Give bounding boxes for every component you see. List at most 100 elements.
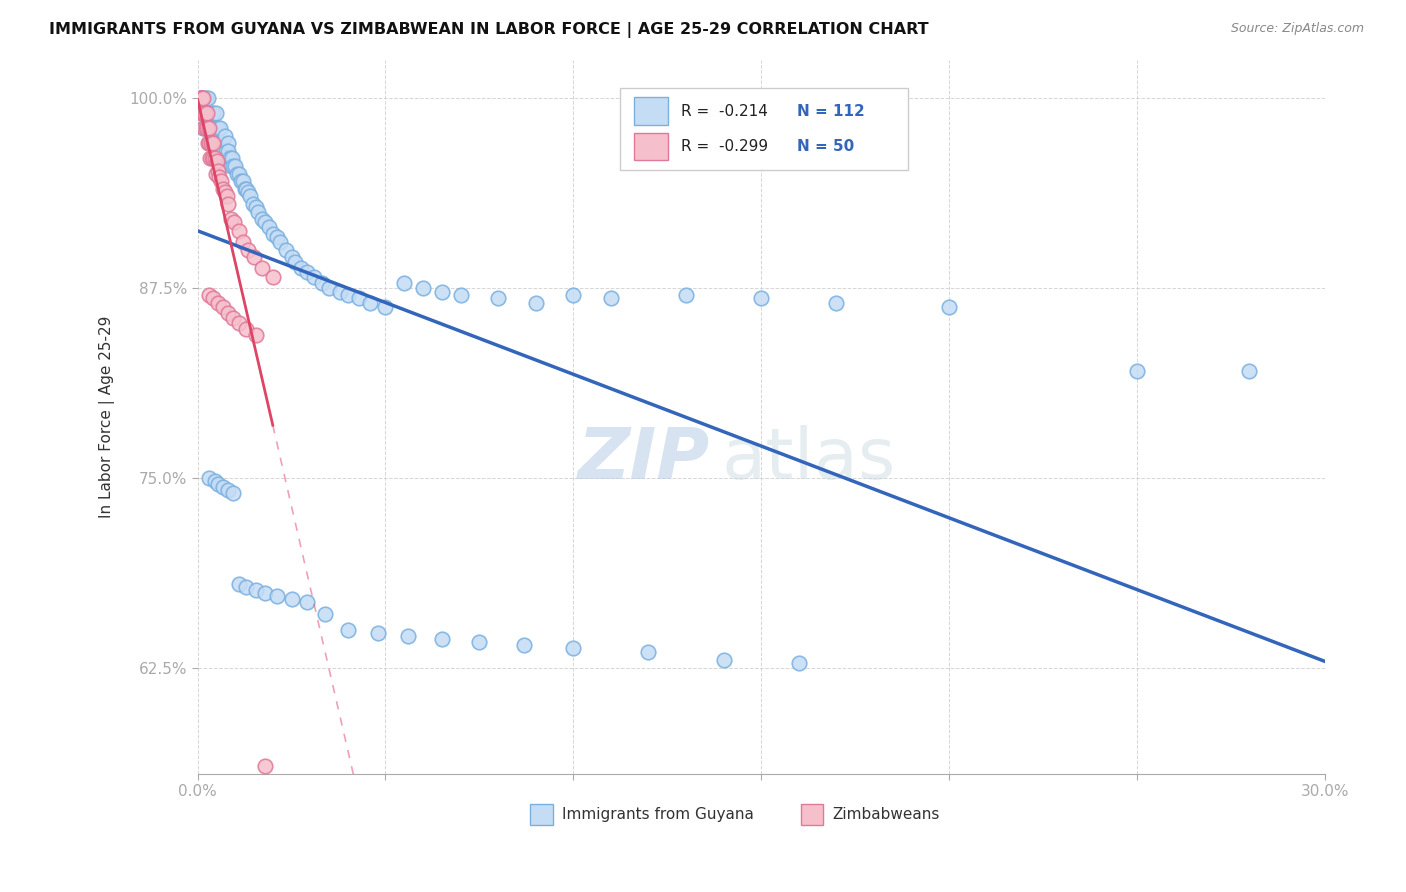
Point: [190, 90, 212, 104]
Point: [215, 189, 238, 203]
Point: [212, 480, 235, 494]
Point: [314, 607, 336, 622]
Point: [238, 185, 260, 199]
Point: [191, 105, 214, 120]
Y-axis label: In Labor Force | Age 25-29: In Labor Force | Age 25-29: [100, 316, 115, 518]
Point: [191, 90, 214, 104]
Point: [201, 121, 224, 136]
Point: [195, 105, 218, 120]
Point: [468, 634, 491, 648]
Point: [713, 653, 735, 667]
Point: [204, 152, 226, 166]
Bar: [800, 804, 823, 825]
Text: IMMIGRANTS FROM GUYANA VS ZIMBABWEAN IN LABOR FORCE | AGE 25-29 CORRELATION CHAR: IMMIGRANTS FROM GUYANA VS ZIMBABWEAN IN …: [49, 22, 929, 38]
Point: [311, 276, 333, 290]
Point: [274, 243, 297, 257]
Point: [222, 485, 245, 500]
Point: [197, 90, 219, 104]
Point: [198, 136, 221, 151]
Point: [209, 174, 232, 188]
Point: [205, 136, 228, 151]
Point: [412, 280, 434, 294]
Point: [212, 182, 235, 196]
Point: [201, 136, 224, 151]
Point: [217, 144, 239, 158]
Point: [257, 219, 280, 234]
Point: [250, 212, 273, 227]
Text: N = 112: N = 112: [797, 103, 865, 119]
Point: [195, 121, 218, 136]
Point: [1126, 364, 1149, 378]
Point: [245, 327, 267, 342]
Point: [450, 288, 472, 302]
Point: [193, 105, 215, 120]
Point: [242, 197, 264, 211]
Point: [235, 321, 257, 335]
Point: [201, 105, 224, 120]
Point: [202, 152, 225, 166]
Point: [204, 167, 226, 181]
Point: [202, 136, 225, 151]
Text: Source: ZipAtlas.com: Source: ZipAtlas.com: [1230, 22, 1364, 36]
Point: [224, 215, 246, 229]
Point: [266, 230, 288, 244]
Point: [190, 105, 212, 120]
Point: [212, 301, 235, 315]
Point: [202, 291, 225, 305]
Point: [215, 144, 238, 158]
Point: [302, 270, 325, 285]
Point: [359, 295, 381, 310]
Point: [207, 121, 229, 136]
Point: [190, 90, 212, 104]
Point: [374, 301, 396, 315]
Text: R =  -0.299: R = -0.299: [681, 139, 768, 154]
Point: [201, 136, 224, 151]
Point: [254, 215, 277, 229]
Point: [191, 90, 214, 104]
Point: [295, 595, 318, 609]
Text: Immigrants from Guyana: Immigrants from Guyana: [561, 807, 754, 822]
Point: [787, 656, 810, 670]
Bar: [530, 804, 553, 825]
Point: [193, 105, 215, 120]
Point: [193, 90, 215, 104]
Point: [222, 159, 245, 173]
Point: [245, 200, 267, 214]
Point: [212, 152, 235, 166]
Point: [194, 105, 217, 120]
Point: [198, 105, 221, 120]
Point: [430, 632, 453, 646]
Point: [190, 90, 212, 104]
Point: [524, 295, 547, 310]
Point: [239, 189, 262, 203]
Point: [232, 174, 254, 188]
Point: [233, 182, 256, 196]
Point: [246, 204, 269, 219]
Point: [212, 144, 235, 158]
Point: [228, 167, 250, 181]
Point: [318, 280, 340, 294]
Point: [198, 152, 221, 166]
Point: [394, 276, 416, 290]
Point: [229, 174, 252, 188]
Point: [347, 291, 370, 305]
Point: [211, 136, 233, 151]
Point: [193, 121, 215, 136]
Point: [486, 291, 509, 305]
Bar: [634, 97, 668, 125]
Point: [1239, 364, 1261, 378]
Point: [749, 291, 772, 305]
Point: [336, 623, 359, 637]
Point: [513, 638, 536, 652]
Point: [218, 152, 240, 166]
Point: [217, 483, 239, 497]
Point: [198, 288, 221, 302]
Point: [367, 625, 389, 640]
Point: [562, 640, 585, 655]
Point: [204, 474, 226, 488]
Point: [235, 580, 257, 594]
Point: [200, 105, 222, 120]
Point: [190, 90, 212, 104]
Point: [599, 291, 621, 305]
Point: [205, 154, 228, 169]
